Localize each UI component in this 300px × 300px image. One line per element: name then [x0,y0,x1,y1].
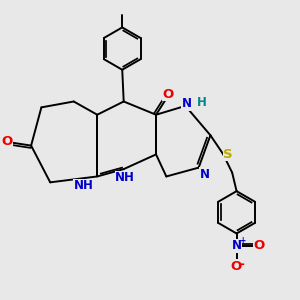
Text: O: O [230,260,242,273]
Text: S: S [223,148,233,160]
Text: N: N [232,239,242,252]
Text: +: + [239,236,245,245]
Text: H: H [197,96,206,109]
Text: -: - [239,258,244,271]
Text: O: O [162,88,173,100]
Text: O: O [1,135,12,148]
Text: N: N [200,168,209,181]
Text: N: N [182,97,192,110]
Text: NH: NH [115,171,135,184]
Text: O: O [254,239,265,252]
Text: NH: NH [74,179,94,192]
